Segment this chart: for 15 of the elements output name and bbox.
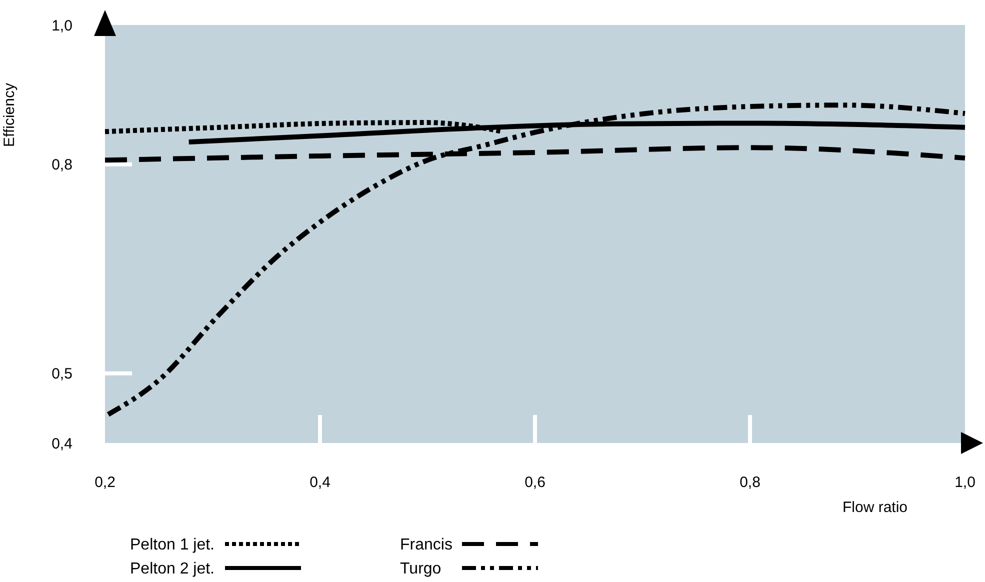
- legend-label: Turgo: [400, 560, 442, 578]
- y-tick-label: 0,8: [52, 156, 72, 174]
- x-tick-label: 0,6: [524, 474, 546, 491]
- y-tick-label: 1,0: [52, 17, 72, 34]
- y-axis-title: Efficiency: [1, 82, 18, 147]
- legend-label: Pelton 2 jet.: [130, 560, 214, 578]
- x-tick-label: 0,2: [94, 474, 116, 491]
- legend-label: Francis: [400, 536, 452, 554]
- x-tick-label: 1,0: [954, 474, 976, 491]
- legend-label: Pelton 1 jet.: [130, 536, 214, 554]
- x-axis-title: Flow ratio: [842, 499, 908, 516]
- y-tick-label: 0,5: [52, 366, 72, 383]
- x-tick-label: 0,8: [740, 474, 760, 491]
- x-tick-label: 0,4: [310, 474, 330, 491]
- y-tick-label: 0,4: [52, 435, 72, 452]
